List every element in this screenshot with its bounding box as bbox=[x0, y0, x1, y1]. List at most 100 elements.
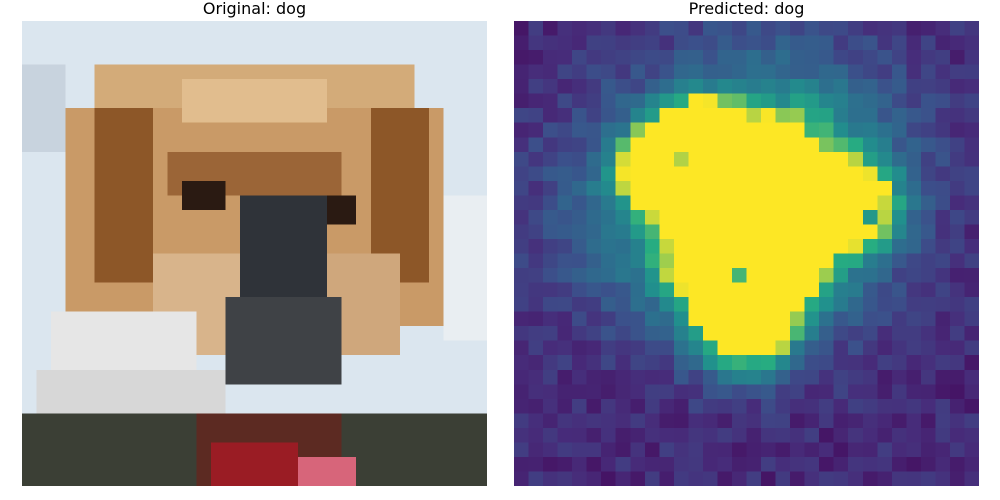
heatmap-cell bbox=[804, 35, 820, 51]
heatmap-cell bbox=[572, 398, 587, 414]
heatmap-cell bbox=[964, 209, 979, 225]
heatmap-cell bbox=[804, 384, 820, 399]
heatmap-cell bbox=[688, 166, 703, 181]
heatmap-cell bbox=[601, 195, 616, 210]
heatmap-cell bbox=[615, 209, 631, 225]
heatmap-cell bbox=[804, 224, 820, 239]
heatmap-cell bbox=[630, 268, 645, 283]
heatmap-cell bbox=[528, 442, 544, 457]
heatmap-cell bbox=[761, 456, 776, 472]
heatmap-cell bbox=[659, 398, 674, 414]
heatmap-cell bbox=[906, 471, 921, 486]
heatmap-cell bbox=[630, 93, 645, 109]
heatmap-cell bbox=[790, 195, 805, 210]
heatmap-cell bbox=[572, 355, 587, 370]
heatmap-cell bbox=[819, 137, 834, 152]
heatmap-cell bbox=[746, 471, 762, 486]
heatmap-cell bbox=[717, 355, 732, 370]
heatmap-cell bbox=[615, 471, 631, 486]
heatmap-cell bbox=[761, 427, 776, 443]
heatmap-cell bbox=[688, 369, 703, 385]
heatmap-cell bbox=[717, 297, 732, 312]
heatmap-cell bbox=[630, 384, 645, 399]
heatmap-cell bbox=[615, 93, 631, 109]
heatmap-cell bbox=[644, 209, 660, 225]
heatmap-cell bbox=[775, 369, 791, 385]
heatmap-cell bbox=[586, 442, 602, 457]
heatmap-cell bbox=[644, 238, 660, 254]
heatmap-cell bbox=[920, 311, 936, 327]
heatmap-cell bbox=[615, 326, 631, 341]
heatmap-cell bbox=[920, 151, 936, 167]
heatmap-cell bbox=[804, 180, 820, 196]
heatmap-cell bbox=[586, 180, 602, 196]
heatmap-cell bbox=[659, 253, 674, 269]
heatmap-cell bbox=[615, 64, 631, 80]
heatmap-cell bbox=[673, 442, 689, 457]
heatmap-cell bbox=[528, 471, 544, 486]
heatmap-cell bbox=[673, 180, 689, 196]
heatmap-cell bbox=[586, 456, 602, 472]
heatmap-cell bbox=[630, 311, 645, 327]
heatmap-cell bbox=[949, 35, 965, 51]
heatmap-cell bbox=[702, 326, 718, 341]
heatmap-cell bbox=[761, 64, 776, 80]
heatmap-cell bbox=[949, 340, 965, 356]
heatmap-cell bbox=[673, 50, 689, 65]
heatmap-cell bbox=[528, 297, 544, 312]
heatmap-cell bbox=[601, 108, 616, 123]
heatmap-cell bbox=[906, 282, 921, 298]
heatmap-cell bbox=[964, 297, 979, 312]
heatmap-cell bbox=[673, 427, 689, 443]
heatmap-cell bbox=[775, 64, 791, 80]
heatmap-cell bbox=[615, 195, 631, 210]
heatmap-cell bbox=[790, 238, 805, 254]
heatmap-cell bbox=[819, 427, 834, 443]
heatmap-cell bbox=[543, 355, 558, 370]
heatmap-cell bbox=[514, 209, 529, 225]
heatmap-cell bbox=[644, 151, 660, 167]
collar-red bbox=[210, 442, 299, 486]
heatmap-cell bbox=[906, 93, 921, 109]
heatmap-cell bbox=[717, 442, 732, 457]
heatmap-cell bbox=[514, 122, 529, 138]
heatmap-cell bbox=[731, 413, 747, 428]
heatmap-cell bbox=[543, 398, 558, 414]
heatmap-cell bbox=[761, 35, 776, 51]
heatmap-cell bbox=[920, 35, 936, 51]
heatmap-cell bbox=[601, 151, 616, 167]
heatmap-cell bbox=[586, 282, 602, 298]
heatmap-cell bbox=[528, 180, 544, 196]
heatmap-cell bbox=[775, 122, 791, 138]
heatmap-cell bbox=[862, 427, 878, 443]
heatmap-cell bbox=[702, 35, 718, 51]
heatmap-cell bbox=[804, 64, 820, 80]
heatmap-cell bbox=[775, 79, 791, 94]
heatmap-cell bbox=[819, 238, 834, 254]
heatmap-cell bbox=[557, 35, 573, 51]
heatmap-cell bbox=[761, 21, 776, 36]
heatmap-cell bbox=[891, 64, 907, 80]
heatmap-cell bbox=[833, 50, 849, 65]
heatmap-cell bbox=[862, 122, 878, 138]
heatmap-cell bbox=[543, 224, 558, 239]
heatmap-cell bbox=[717, 326, 732, 341]
heatmap-cell bbox=[920, 268, 936, 283]
original-dog-image bbox=[22, 21, 487, 486]
heatmap-cell bbox=[731, 253, 747, 269]
heatmap-cell bbox=[935, 355, 950, 370]
heatmap-cell bbox=[819, 297, 834, 312]
heatmap-cell bbox=[761, 282, 776, 298]
heatmap-cell bbox=[862, 282, 878, 298]
heatmap-cell bbox=[862, 195, 878, 210]
heatmap-cell bbox=[891, 122, 907, 138]
heatmap-cell bbox=[572, 93, 587, 109]
heatmap-cell bbox=[848, 93, 863, 109]
heatmap-cell bbox=[877, 195, 892, 210]
heatmap-cell bbox=[731, 224, 747, 239]
heatmap-cell bbox=[790, 122, 805, 138]
heatmap-cell bbox=[717, 21, 732, 36]
heatmap-cell bbox=[673, 456, 689, 472]
heatmap-cell bbox=[572, 209, 587, 225]
heatmap-cell bbox=[920, 93, 936, 109]
